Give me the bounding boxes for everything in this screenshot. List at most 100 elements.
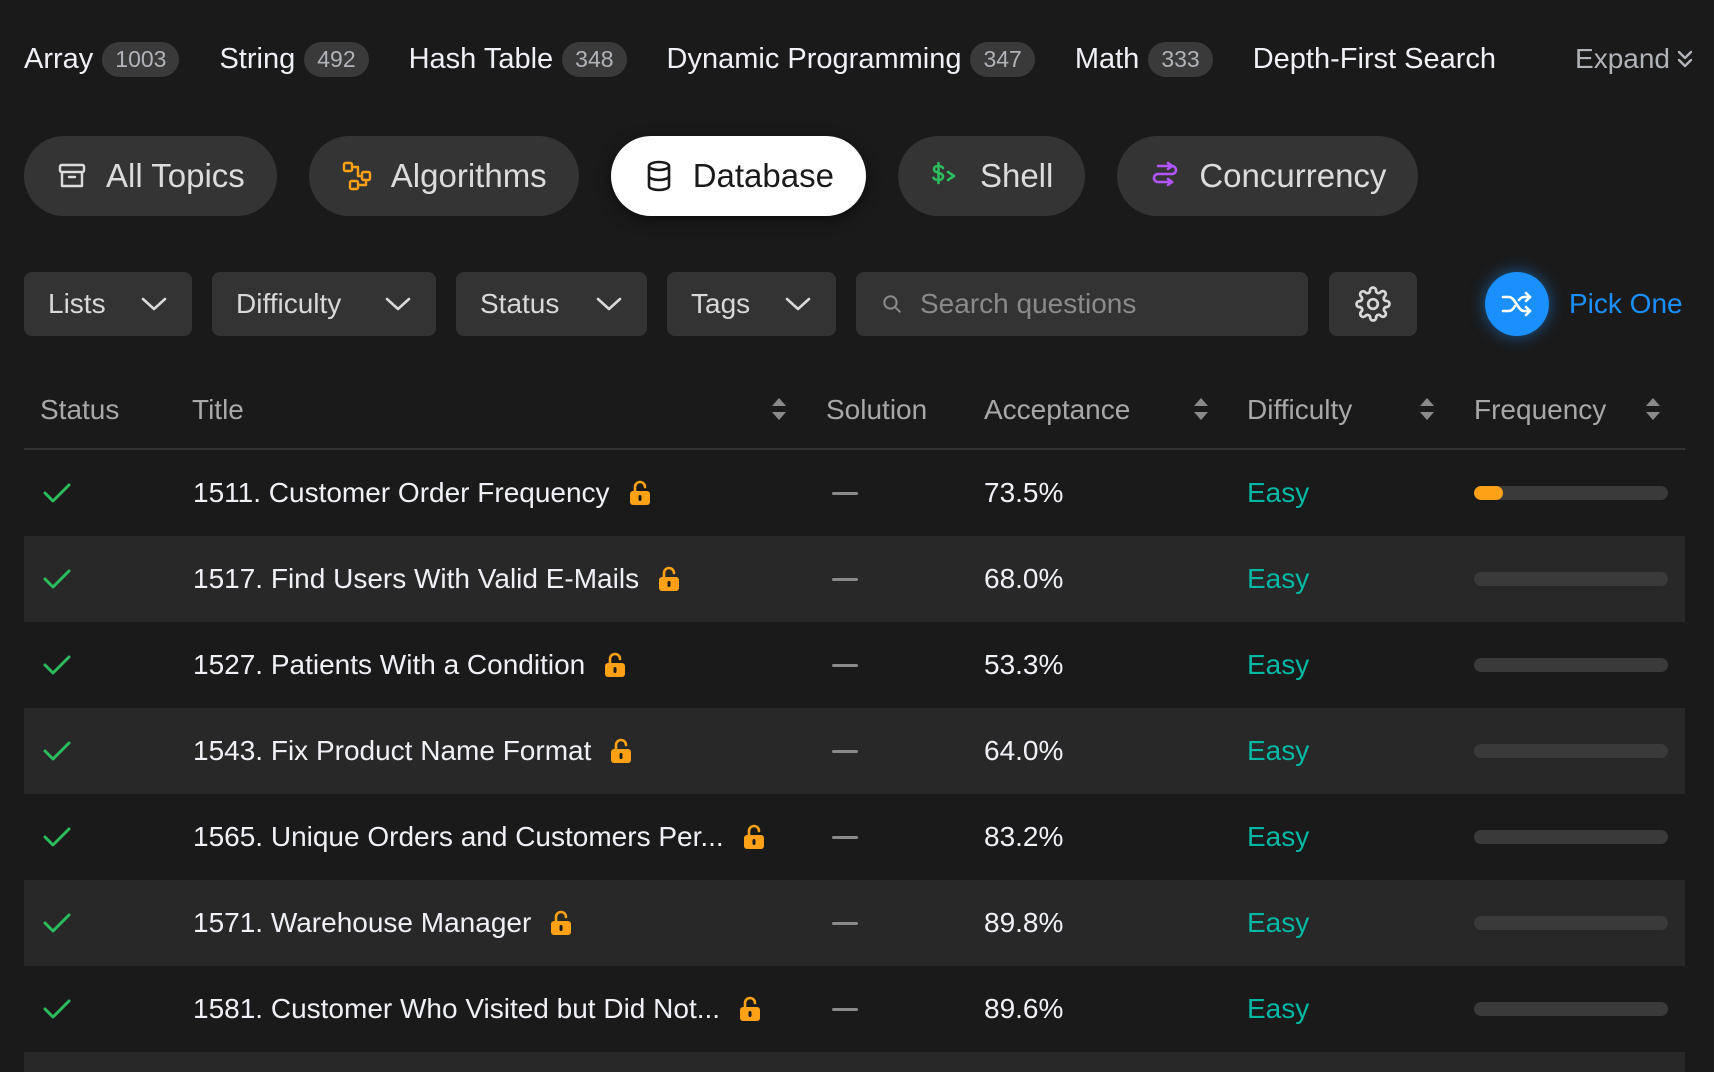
frequency-cell <box>1474 880 1668 966</box>
solved-check-icon <box>42 966 72 1052</box>
search-box <box>856 272 1308 336</box>
tag-name: Depth-First Search <box>1252 42 1497 75</box>
pick-one-button[interactable]: Pick One <box>1485 272 1683 336</box>
problem-title-link[interactable]: 1527. Patients With a Condition <box>193 622 627 708</box>
category-database[interactable]: Database <box>610 136 866 216</box>
header-status: Status <box>40 394 120 425</box>
tag-name: Math <box>1074 42 1140 75</box>
frequency-cell <box>1474 966 1668 1052</box>
acceptance-value: 53.3% <box>984 649 1064 680</box>
category-algorithms[interactable]: Algorithms <box>308 136 579 216</box>
dash-icon <box>832 577 858 581</box>
premium-lock-icon <box>609 738 633 764</box>
problem-title: 1517. Find Users With Valid E-Mails <box>193 563 640 594</box>
sort-icon[interactable] <box>1192 394 1210 424</box>
sort-icon[interactable] <box>770 394 788 424</box>
premium-lock-icon <box>549 910 573 936</box>
difficulty-dropdown[interactable]: Difficulty <box>212 272 436 336</box>
table-row: 1581. Customer Who Visited but Did Not..… <box>24 966 1685 1052</box>
problem-title-link[interactable]: 1581. Customer Who Visited but Did Not..… <box>193 966 762 1052</box>
frequency-bar <box>1474 1002 1668 1016</box>
tag-string[interactable]: String 492 <box>219 41 369 77</box>
problem-title-link[interactable]: 1543. Fix Product Name Format <box>193 708 633 794</box>
dash-icon <box>832 663 858 667</box>
acceptance-value: 73.5% <box>984 477 1064 508</box>
table-row: 1565. Unique Orders and Customers Per...… <box>24 794 1685 880</box>
tags-dropdown[interactable]: Tags <box>667 272 836 336</box>
header-acceptance[interactable]: Acceptance <box>984 394 1131 425</box>
double-chevron-down-icon <box>1677 50 1693 68</box>
problem-title-link[interactable]: 1511. Customer Order Frequency <box>193 450 652 536</box>
tag-math[interactable]: Math 333 <box>1074 41 1213 77</box>
frequency-bar <box>1474 572 1668 586</box>
solved-check-icon <box>42 794 72 880</box>
tag-count: 348 <box>562 41 627 77</box>
tag-name: String <box>219 42 296 75</box>
frequency-bar <box>1474 486 1668 500</box>
shuffle-button[interactable] <box>1485 272 1549 336</box>
category-label: Concurrency <box>1199 157 1387 194</box>
shell-icon <box>930 160 962 192</box>
frequency-bar-fill <box>1474 486 1504 500</box>
database-icon <box>643 160 675 192</box>
chevron-down-icon <box>596 297 622 311</box>
table-body: 1511. Customer Order Frequency 73.5% Easy 1… <box>24 450 1685 1052</box>
frequency-bar <box>1474 744 1668 758</box>
difficulty-value: Easy <box>1247 993 1310 1024</box>
premium-lock-icon <box>742 824 766 850</box>
acceptance-value: 89.8% <box>984 907 1064 938</box>
acceptance-value: 64.0% <box>984 735 1064 766</box>
dash-icon <box>832 921 858 925</box>
problem-title: 1581. Customer Who Visited but Did Not..… <box>193 993 721 1024</box>
concurrency-icon <box>1149 160 1181 192</box>
difficulty-value: Easy <box>1247 821 1310 852</box>
category-label: All Topics <box>106 157 245 194</box>
solution-none <box>832 708 858 794</box>
table-row: 1527. Patients With a Condition 53.3% Easy <box>24 622 1685 708</box>
search-input[interactable] <box>918 287 1282 321</box>
premium-lock-icon <box>738 996 762 1022</box>
problem-title-link[interactable]: 1565. Unique Orders and Customers Per... <box>193 794 766 880</box>
lists-dropdown[interactable]: Lists <box>24 272 192 336</box>
header-difficulty[interactable]: Difficulty <box>1247 394 1353 425</box>
solution-none <box>832 880 858 966</box>
tag-count: 347 <box>970 41 1035 77</box>
header-title[interactable]: Title <box>192 394 244 425</box>
sort-icon[interactable] <box>1418 394 1436 424</box>
frequency-cell <box>1474 622 1668 708</box>
search-icon <box>883 295 901 313</box>
pick-one-label: Pick One <box>1569 288 1683 319</box>
sort-icon[interactable] <box>1644 394 1662 424</box>
tag-hash-table[interactable]: Hash Table 348 <box>409 41 627 77</box>
expand-tags-button[interactable]: Expand <box>1539 30 1694 88</box>
settings-button[interactable] <box>1329 272 1417 336</box>
lists-label: Lists <box>48 288 106 319</box>
topic-tags-row: Array 1003 String 492 Hash Table 348 Dyn… <box>24 30 1694 88</box>
problem-title-link[interactable]: 1571. Warehouse Manager <box>193 880 573 966</box>
difficulty-value: Easy <box>1247 735 1310 766</box>
problem-title: 1565. Unique Orders and Customers Per... <box>193 821 724 852</box>
table-row: 1571. Warehouse Manager 89.8% Easy <box>24 880 1685 966</box>
acceptance-value: 89.6% <box>984 993 1064 1024</box>
problem-title: 1511. Customer Order Frequency <box>193 477 610 508</box>
status-dropdown[interactable]: Status <box>456 272 647 336</box>
frequency-cell <box>1474 536 1668 622</box>
header-solution: Solution <box>826 394 928 425</box>
problem-title: 1527. Patients With a Condition <box>193 649 586 680</box>
difficulty-value: Easy <box>1247 477 1310 508</box>
tag-depth-first-search[interactable]: Depth-First Search <box>1253 43 1496 76</box>
category-concurrency[interactable]: Concurrency <box>1117 136 1419 216</box>
tag-array[interactable]: Array 1003 <box>24 41 180 77</box>
solution-none <box>832 966 858 1052</box>
frequency-bar <box>1474 916 1668 930</box>
category-all-topics[interactable]: All Topics <box>24 136 277 216</box>
category-shell[interactable]: Shell <box>897 136 1086 216</box>
problem-title-link[interactable]: 1517. Find Users With Valid E-Mails <box>193 536 681 622</box>
header-frequency[interactable]: Frequency <box>1474 394 1607 425</box>
tag-dynamic-programming[interactable]: Dynamic Programming 347 <box>667 41 1035 77</box>
chevron-down-icon <box>141 297 167 311</box>
frequency-bar <box>1474 830 1668 844</box>
acceptance-value: 83.2% <box>984 821 1064 852</box>
acceptance-value: 68.0% <box>984 563 1064 594</box>
